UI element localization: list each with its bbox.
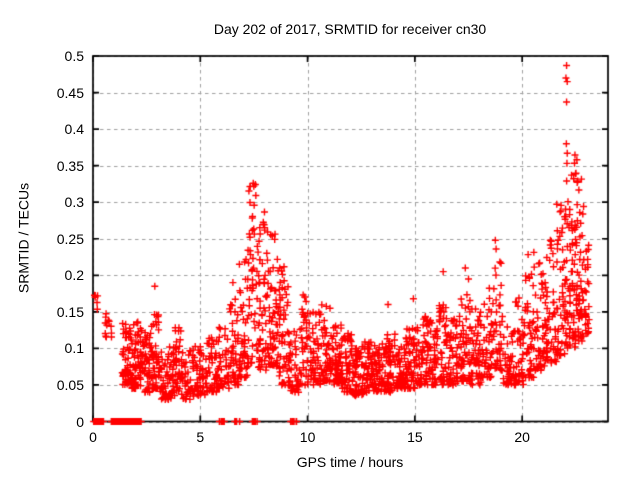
y-tick-label: 0.25 bbox=[56, 230, 84, 247]
x-tick-label: 10 bbox=[299, 429, 316, 445]
y-tick-label: 0.45 bbox=[56, 84, 84, 101]
x-axis-label: GPS time / hours bbox=[296, 454, 404, 470]
y-tick-label: 0.3 bbox=[64, 194, 84, 211]
x-tick-label: 15 bbox=[407, 429, 423, 445]
y-tick-label: 0.15 bbox=[56, 303, 84, 320]
x-tick-label: 5 bbox=[196, 429, 205, 445]
y-tick-label: 0.1 bbox=[64, 340, 84, 357]
y-tick-label: 0 bbox=[76, 413, 84, 430]
y-tick-label: 0.2 bbox=[64, 267, 84, 284]
y-tick-label: 0.5 bbox=[64, 48, 84, 64]
chart-title: Day 202 of 2017, SRMTID for receiver cn3… bbox=[213, 21, 487, 37]
y-tick-label: 0.35 bbox=[56, 157, 84, 174]
x-tick-label: 20 bbox=[514, 429, 530, 445]
y-tick-label: 0.05 bbox=[56, 376, 84, 393]
y-tick-label: 0.4 bbox=[64, 121, 84, 138]
x-tick-label: 0 bbox=[89, 429, 97, 445]
